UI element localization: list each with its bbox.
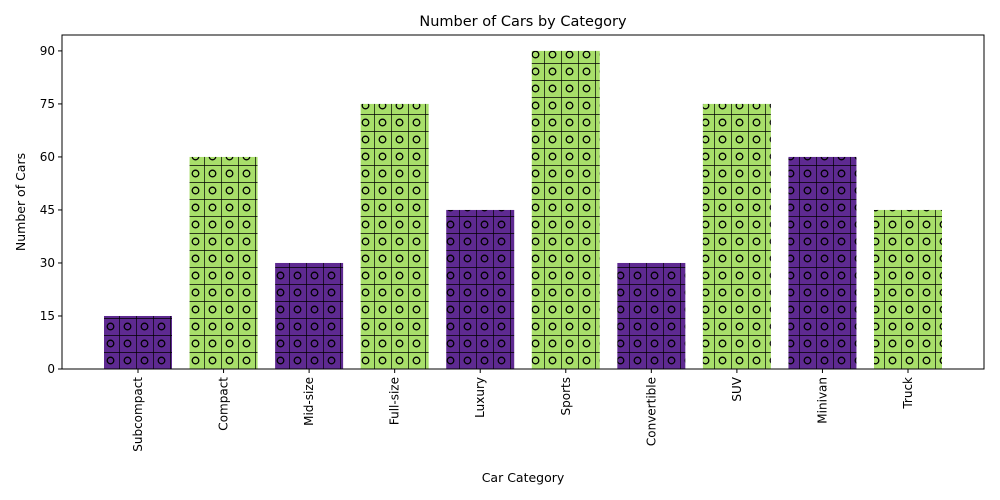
x-tick-label-mid-size: Mid-size <box>302 377 316 426</box>
y-tick-label: 30 <box>40 256 55 270</box>
bar-compact <box>189 156 258 369</box>
x-tick-label-full-size: Full-size <box>388 377 402 425</box>
x-tick-label-sports: Sports <box>559 377 573 415</box>
x-tick-label-compact: Compact <box>217 377 231 431</box>
y-tick-label: 15 <box>40 309 55 323</box>
bar-luxury <box>446 209 515 369</box>
y-tick-label: 90 <box>40 44 55 58</box>
bar-minivan <box>788 156 857 369</box>
y-axis-label: Number of Cars <box>13 153 28 251</box>
y-tick-label: 45 <box>40 203 55 217</box>
y-tick-label: 0 <box>47 362 55 376</box>
bar-sports <box>531 50 600 370</box>
bar-truck <box>874 209 942 369</box>
y-axis: 0 15 30 45 60 75 90 <box>40 44 62 376</box>
y-tick-label: 60 <box>40 150 55 164</box>
x-tick-label-subcompact: Subcompact <box>131 377 145 452</box>
bar-convertible <box>617 262 686 369</box>
x-axis-label: Car Category <box>482 470 565 485</box>
x-tick-label-convertible: Convertible <box>644 377 658 446</box>
y-tick-label: 75 <box>40 97 55 111</box>
plot-frame <box>61 34 985 370</box>
x-axis: Subcompact Compact Mid-size Full-size Luxury… <box>131 369 915 452</box>
bar-subcompact <box>104 315 172 369</box>
bar-suv <box>702 103 771 370</box>
x-tick-label-suv: SUV <box>730 376 744 401</box>
chart-title: Number of Cars by Category <box>419 14 627 30</box>
x-tick-label-truck: Truck <box>901 377 915 410</box>
bar-full-size <box>360 103 429 370</box>
x-tick-label-minivan: Minivan <box>815 377 829 424</box>
x-tick-label-luxury: Luxury <box>473 377 487 418</box>
bar-mid-size <box>275 262 344 369</box>
plot-area <box>104 50 942 370</box>
